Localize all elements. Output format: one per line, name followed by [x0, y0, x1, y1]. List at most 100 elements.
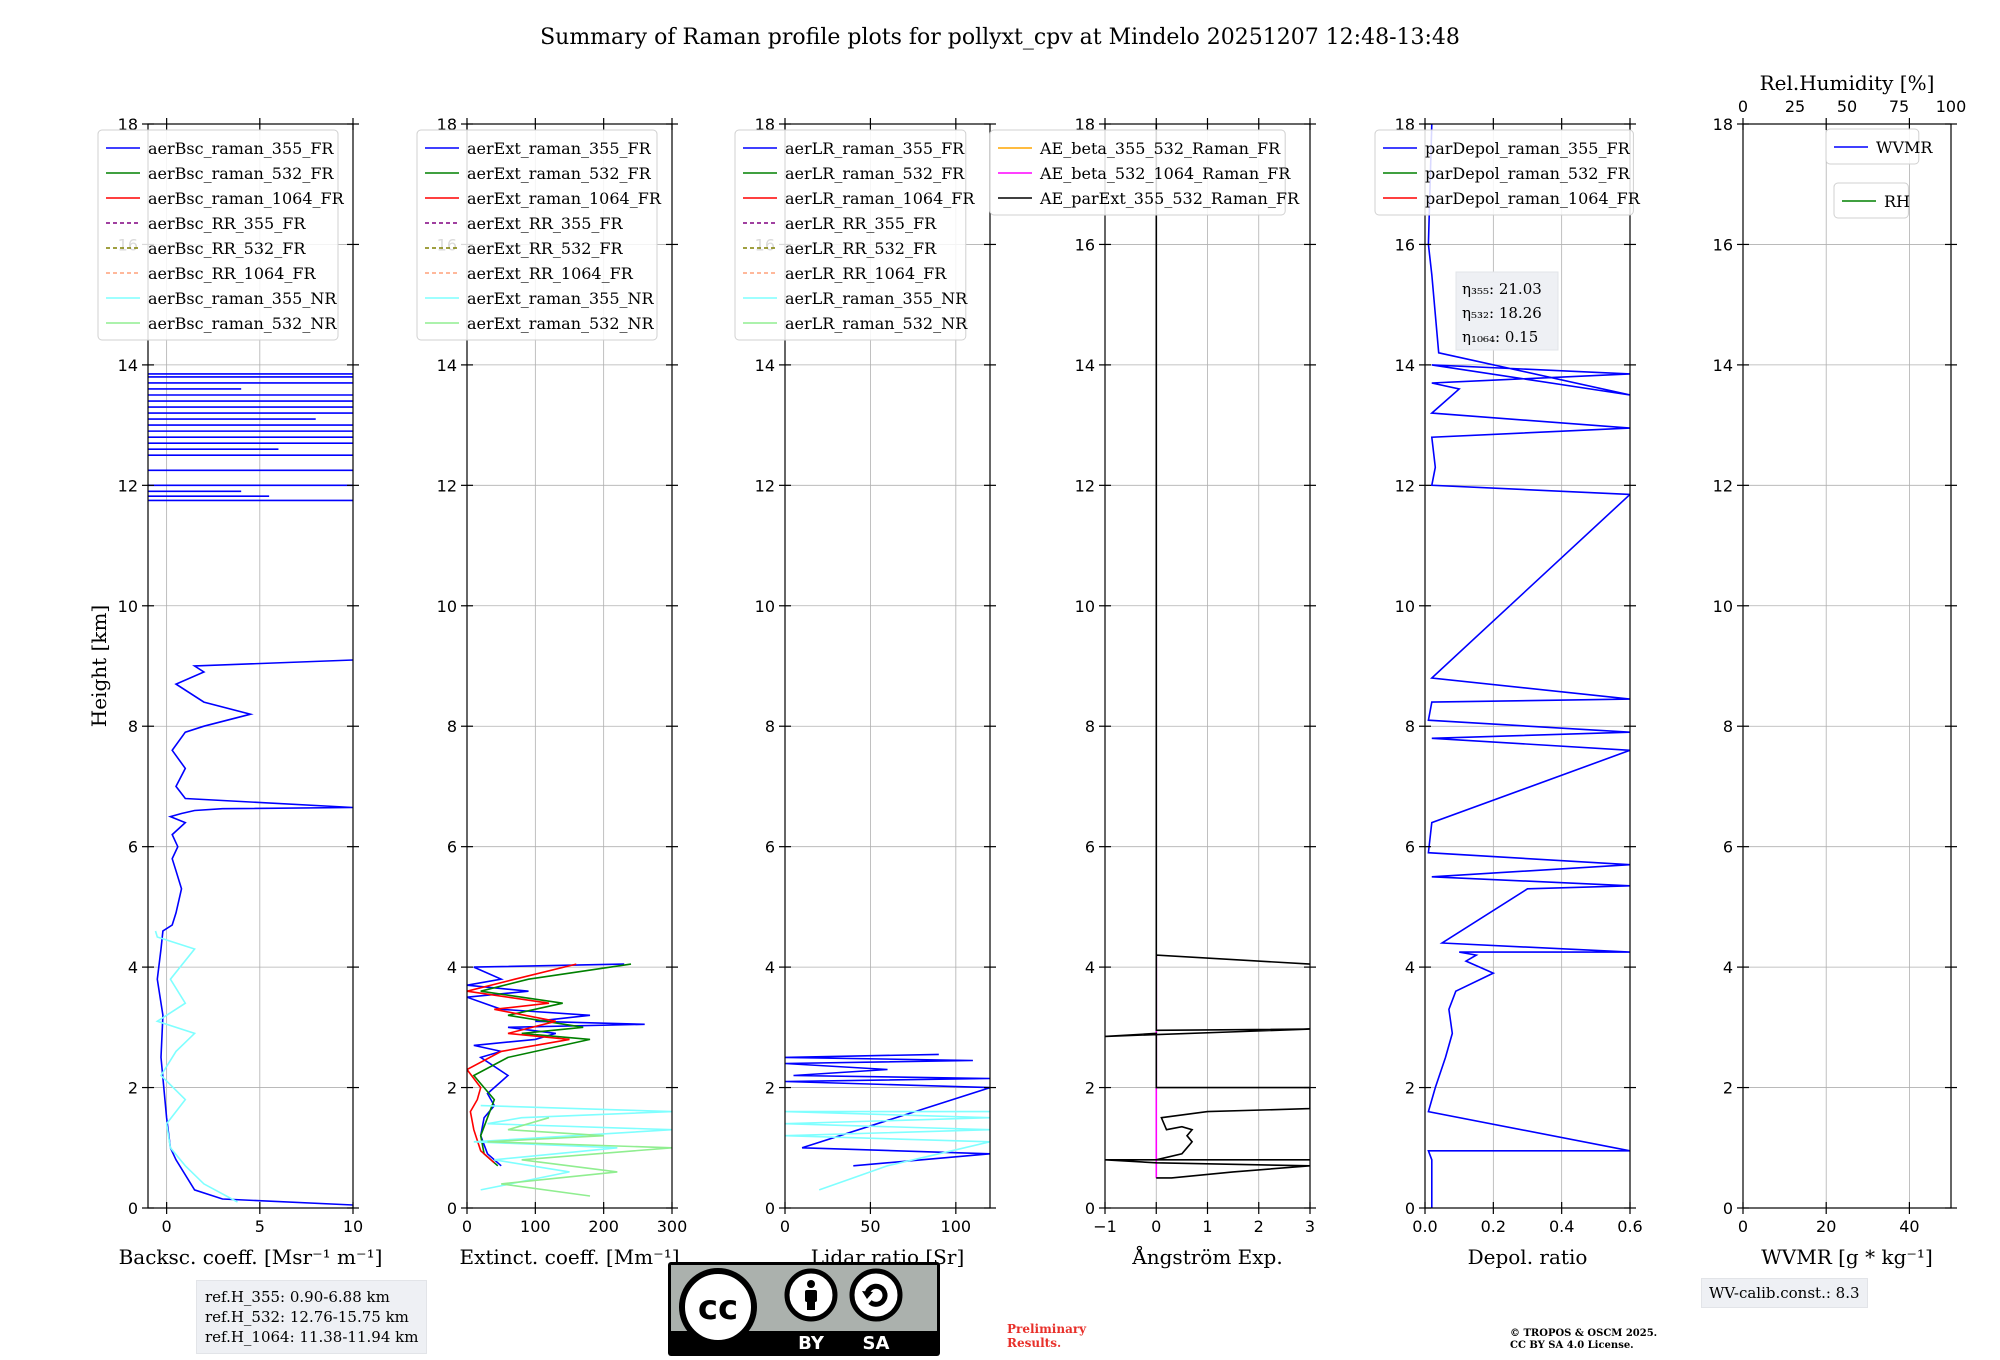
- legend-label: aerLR_raman_355_NR: [785, 289, 968, 308]
- ref-height-1064: ref.H_1064: 11.38-11.94 km: [205, 1328, 419, 1346]
- plot-area: [148, 373, 353, 1206]
- x-tick-label: 0.6: [1617, 1217, 1642, 1236]
- ref-height-355: ref.H_355: 0.90-6.88 km: [205, 1288, 390, 1306]
- preliminary-label: Preliminary Results.: [1007, 1322, 1086, 1350]
- x-tick-label: 0: [162, 1217, 172, 1236]
- y-axis-label: Height [km]: [87, 605, 111, 727]
- svg-text:cc: cc: [698, 1288, 738, 1328]
- x-tick-label: 300: [657, 1217, 688, 1236]
- legend-label: aerLR_raman_532_NR: [785, 314, 968, 333]
- plot-area: [785, 1053, 990, 1191]
- x-axis-label: WVMR [g * kg⁻¹]: [1761, 1245, 1933, 1269]
- y-tick-label: 0: [447, 1199, 457, 1218]
- legend-label: aerLR_RR_1064_FR: [785, 264, 947, 283]
- panel-wvmr: 0 2 4 6 8 10 12 14 16 18 0 20 40 WVMR [g * kg⁻¹] 0 25 50…: [1713, 71, 1967, 1269]
- y-tick-label: 2: [1085, 1079, 1095, 1098]
- y-tick-label: 14: [118, 356, 138, 375]
- legend-label: aerExt_raman_355_NR: [467, 289, 655, 308]
- x-tick-label: 3: [1305, 1217, 1315, 1236]
- series-AE_parExt_355_532_Raman_FR: [1105, 954, 1310, 1179]
- top-axis-label: Rel.Humidity [%]: [1760, 71, 1935, 95]
- legend-label: aerBsc_raman_355_FR: [148, 139, 334, 158]
- panel-extinction: 0246810121416180100200300Extinct. coeff.…: [416, 115, 688, 1269]
- preliminary-line-2: Results.: [1007, 1336, 1062, 1350]
- y-tick-label: 0: [1723, 1199, 1733, 1218]
- y-tick-label: 4: [447, 958, 457, 977]
- y-tick-label: 4: [765, 958, 775, 977]
- legend-label: aerLR_raman_355_FR: [785, 139, 965, 158]
- x-tick-label: 100: [520, 1217, 551, 1236]
- axes-frame: [784, 123, 991, 1209]
- y-tick-label: 18: [1075, 115, 1095, 134]
- y-tick-label: 18: [755, 115, 775, 134]
- series-aerExt_raman_532_NR: [487, 1116, 672, 1197]
- legend-wvmr: WVMR: [1825, 128, 1933, 165]
- y-tick-label: 6: [447, 838, 457, 857]
- y-tick-label: 8: [447, 717, 457, 736]
- y-tick-label: 4: [1405, 958, 1415, 977]
- x-tick-label: 40: [1899, 1217, 1919, 1236]
- plot-area: [1427, 124, 1630, 1208]
- legend-frame: [1374, 129, 1634, 216]
- y-tick-label: 8: [1405, 717, 1415, 736]
- legend: aerLR_raman_355_FR aerLR_raman_532_FR aerL…: [734, 129, 975, 341]
- y-tick-label: 2: [447, 1079, 457, 1098]
- legend-label: aerExt_raman_355_FR: [467, 139, 652, 158]
- legend-frame: [1825, 128, 1920, 165]
- x-tick-label: −1: [1093, 1217, 1117, 1236]
- legend-label: aerExt_RR_1064_FR: [467, 264, 634, 283]
- y-tick-label: 18: [437, 115, 457, 134]
- x-tick-label: 1: [1202, 1217, 1212, 1236]
- copyright-line-1: © TROPOS & OSCM 2025.: [1510, 1328, 1658, 1339]
- x-tick-label: 0: [462, 1217, 472, 1236]
- copyright-label: © TROPOS & OSCM 2025. CC BY SA 4.0 Licen…: [1510, 1328, 1657, 1352]
- y-tick-label: 16: [1395, 235, 1415, 254]
- y-tick-label: 14: [437, 356, 457, 375]
- panel-backscatter: 0246810121416180510Backsc. coeff. [Msr⁻¹…: [87, 115, 382, 1269]
- legend-label: aerExt_raman_1064_FR: [467, 189, 662, 208]
- badge-sa-label: SA: [863, 1333, 890, 1354]
- ref-heights-box: ref.H_355: 0.90-6.88 km ref.H_532: 12.76…: [196, 1280, 428, 1354]
- y-tick-label: 4: [1085, 958, 1095, 977]
- legend-label: aerBsc_raman_355_NR: [148, 289, 337, 308]
- y-tick-label: 2: [1405, 1079, 1415, 1098]
- y-tick-label: 8: [1723, 717, 1733, 736]
- y-tick-label: 8: [128, 717, 138, 736]
- x-tick-label: 50: [860, 1217, 880, 1236]
- y-tick-label: 4: [1723, 958, 1733, 977]
- x-tick-label: 0.4: [1549, 1217, 1574, 1236]
- top-x-tick-label: 25: [1785, 97, 1805, 116]
- series-aerExt_raman_532_FR: [472, 963, 632, 1167]
- x-tick-label: 5: [255, 1217, 265, 1236]
- y-tick-label: 14: [1713, 356, 1733, 375]
- legend-label: aerExt_RR_355_FR: [467, 214, 624, 233]
- top-x-tick-label: 0: [1738, 97, 1748, 116]
- x-tick-label: 200: [588, 1217, 619, 1236]
- series-aerLR_raman_355_NR: [785, 1110, 990, 1191]
- panels: 0246810121416180510Backsc. coeff. [Msr⁻¹…: [87, 71, 1966, 1269]
- legend-label: aerExt_raman_532_NR: [467, 314, 655, 333]
- series-parDepol_raman_355_FR: [1427, 124, 1630, 1208]
- wv-calib-const: WV-calib.const.: 8.3: [1709, 1284, 1860, 1302]
- legend-label: aerBsc_raman_532_NR: [148, 314, 337, 333]
- y-tick-label: 6: [1723, 838, 1733, 857]
- y-tick-label: 18: [118, 115, 138, 134]
- y-tick-label: 8: [765, 717, 775, 736]
- x-tick-label: 100: [941, 1217, 972, 1236]
- legend-label: AE_beta_355_532_Raman_FR: [1039, 139, 1281, 158]
- preliminary-line-1: Preliminary: [1007, 1322, 1087, 1336]
- legend: AE_beta_355_532_Raman_FR AE_beta_532_1064…: [989, 129, 1300, 216]
- legend-label: aerLR_raman_532_FR: [785, 164, 965, 183]
- series-aerBsc_raman_355_NR: [154, 930, 238, 1203]
- legend-frame: [416, 129, 658, 341]
- cc-icon: [679, 1268, 757, 1346]
- y-tick-label: 0: [765, 1199, 775, 1218]
- legend-label: aerBsc_RR_1064_FR: [148, 264, 317, 283]
- y-tick-label: 6: [1405, 838, 1415, 857]
- y-tick-label: 14: [755, 356, 775, 375]
- y-tick-label: 12: [437, 476, 457, 495]
- y-tick-label: 2: [1723, 1079, 1733, 1098]
- y-tick-label: 12: [1075, 476, 1095, 495]
- y-tick-label: 6: [128, 838, 138, 857]
